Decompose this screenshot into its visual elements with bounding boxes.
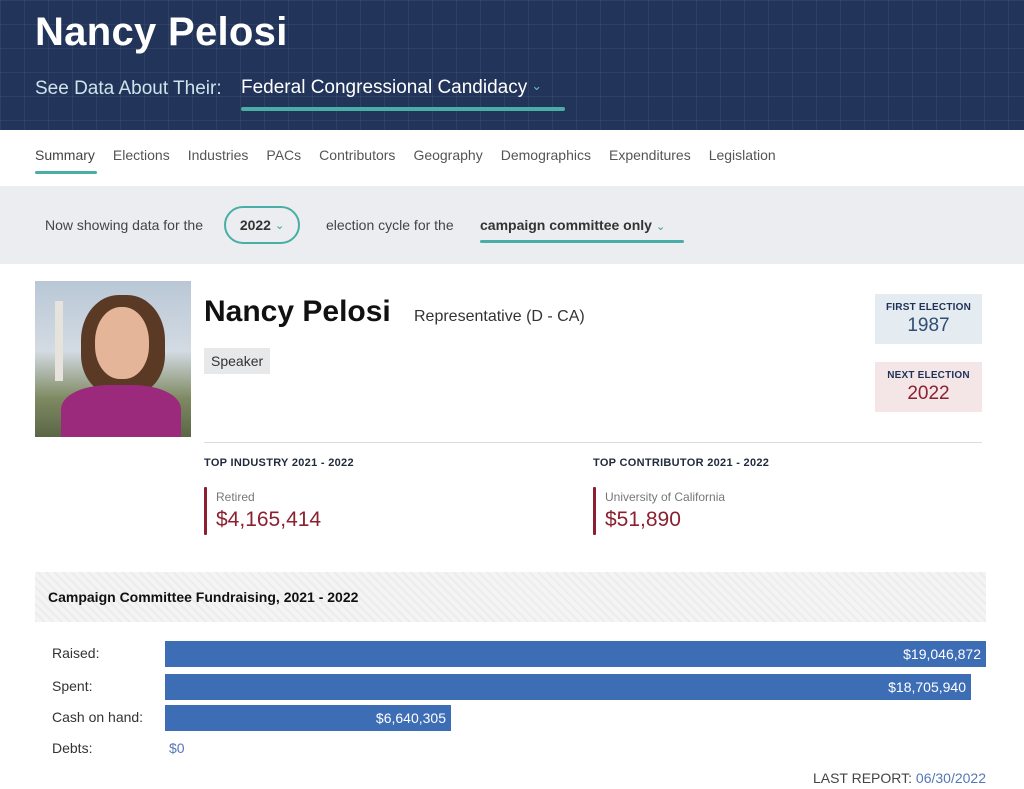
photo-face <box>95 307 149 379</box>
section-tabs: Summary Elections Industries PACs Contri… <box>35 147 794 163</box>
top-industry-name[interactable]: Retired <box>216 490 255 504</box>
next-election-label: NEXT ELECTION <box>887 370 970 381</box>
committee-underline <box>480 240 684 243</box>
header-name: Nancy Pelosi <box>35 10 288 54</box>
accent-bar <box>204 487 207 535</box>
tab-geography[interactable]: Geography <box>413 147 483 163</box>
candidacy-underline <box>241 107 565 111</box>
fundraising-title: Campaign Committee Fundraising, 2021 - 2… <box>48 589 359 605</box>
cycle-prefix-text: Now showing data for the <box>45 217 203 233</box>
cycle-filter-bar: Now showing data for the 2022 ⌄ election … <box>0 186 1024 264</box>
top-contributor-amount: $51,890 <box>605 508 681 531</box>
photo-monument <box>55 301 63 381</box>
fund-value-cash: $6,640,305 <box>375 710 446 726</box>
last-report: LAST REPORT: 06/30/2022 <box>813 770 986 786</box>
top-industry-heading: TOP INDUSTRY 2021 - 2022 <box>204 457 354 469</box>
committee-value: campaign committee only <box>480 217 652 233</box>
first-election-box: FIRST ELECTION 1987 <box>875 294 982 344</box>
fund-label-cash: Cash on hand: <box>52 709 144 725</box>
top-contributor-name[interactable]: University of California <box>605 490 726 504</box>
profile-name: Nancy Pelosi <box>204 295 391 328</box>
top-contributor-heading: TOP CONTRIBUTOR 2021 - 2022 <box>593 457 770 469</box>
see-data-label: See Data About Their: <box>35 78 222 99</box>
accent-bar <box>593 487 596 535</box>
fundraising-header: Campaign Committee Fundraising, 2021 - 2… <box>35 572 986 622</box>
first-election-value: 1987 <box>907 315 950 336</box>
tab-legislation[interactable]: Legislation <box>708 147 776 163</box>
fund-bar-spent <box>165 674 971 700</box>
cycle-middle-text: election cycle for the <box>326 217 454 233</box>
first-election-label: FIRST ELECTION <box>885 302 972 313</box>
tab-demographics[interactable]: Demographics <box>500 147 591 163</box>
page-header: Nancy Pelosi See Data About Their: Feder… <box>0 0 1024 130</box>
profile-role: Representative (D - CA) <box>414 308 585 325</box>
chevron-down-icon: ⌄ <box>655 221 666 233</box>
fund-label-spent: Spent: <box>52 678 93 694</box>
tab-pacs[interactable]: PACs <box>266 147 302 163</box>
top-industry-amount: $4,165,414 <box>216 508 322 531</box>
cycle-year-dropdown[interactable]: 2022 ⌄ <box>224 206 300 244</box>
fund-value-spent: $18,705,940 <box>888 679 966 695</box>
chevron-down-icon: ⌄ <box>531 78 543 93</box>
next-election-box: NEXT ELECTION 2022 <box>875 362 982 412</box>
candidacy-dropdown[interactable]: Federal Congressional Candidacy ⌄ <box>241 77 542 107</box>
section-divider <box>204 442 982 443</box>
next-election-value: 2022 <box>907 383 950 404</box>
last-report-date[interactable]: 06/30/2022 <box>915 770 986 786</box>
top-industry-block: TOP INDUSTRY 2021 - 2022 Retired $4,165,… <box>204 457 354 535</box>
cycle-year-value: 2022 <box>239 217 271 233</box>
fund-bar-cash <box>165 705 451 731</box>
tab-industries[interactable]: Industries <box>187 147 249 163</box>
committee-dropdown[interactable]: campaign committee only ⌄ <box>480 217 665 233</box>
candidacy-label: Federal Congressional Candidacy <box>241 77 528 98</box>
top-contributor-block: TOP CONTRIBUTOR 2021 - 2022 University o… <box>593 457 770 535</box>
tab-contributors[interactable]: Contributors <box>319 147 396 163</box>
fund-bar-raised <box>165 641 986 667</box>
tab-expenditures[interactable]: Expenditures <box>608 147 691 163</box>
fund-value-raised: $19,046,872 <box>903 646 981 662</box>
fund-label-debts: Debts: <box>52 740 93 756</box>
last-report-label: LAST REPORT: <box>812 770 913 786</box>
fund-label-raised: Raised: <box>52 645 100 661</box>
leadership-badge: Speaker <box>204 348 271 374</box>
profile-photo <box>35 281 191 437</box>
photo-body <box>61 385 181 437</box>
fund-value-debts: $0 <box>169 740 185 756</box>
active-tab-indicator <box>35 171 97 174</box>
tab-elections[interactable]: Elections <box>112 147 170 163</box>
tab-summary[interactable]: Summary <box>35 147 95 163</box>
chevron-down-icon: ⌄ <box>274 219 285 232</box>
